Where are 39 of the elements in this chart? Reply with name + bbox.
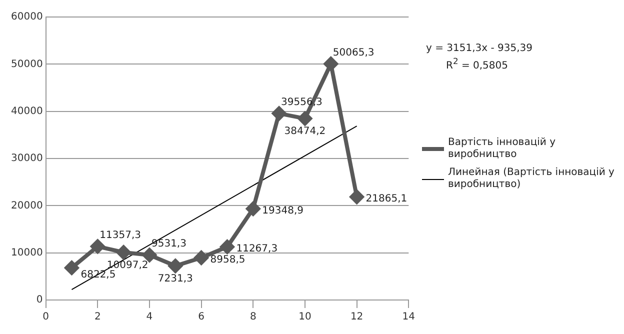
y-tick-label: 10000 xyxy=(11,247,43,258)
point xyxy=(142,248,156,262)
text: R$^{2}$ = 0,5805 xyxy=(445,55,509,72)
point xyxy=(194,250,208,265)
point xyxy=(168,258,182,273)
y-tick-label: 40000 xyxy=(11,106,43,117)
y-tick-label: 30000 xyxy=(11,153,43,164)
point xyxy=(350,190,364,204)
data-label: 11267,3 xyxy=(236,243,278,254)
point xyxy=(220,240,234,254)
y-tick-label: 50000 xyxy=(11,58,43,70)
x-tick-label: 12 xyxy=(350,312,364,323)
point xyxy=(298,112,312,126)
data-label: 38474,2 xyxy=(284,126,326,138)
point xyxy=(246,202,260,216)
data-label: 50065,3 xyxy=(332,47,374,58)
legend-label: Линейная (Вартість інновацій у виробництво) xyxy=(448,167,616,191)
point xyxy=(64,260,79,275)
x-tick-label: 4 xyxy=(146,312,153,323)
point xyxy=(324,56,338,71)
x-tick-label: 8 xyxy=(250,312,256,323)
x-tick-label: 6 xyxy=(198,312,204,323)
legend-label: Вартість інновацій у виробництво xyxy=(448,137,557,161)
y-tick-label: 0 xyxy=(36,294,43,306)
x-tick-label: 2 xyxy=(94,312,101,323)
y-tick-label: 20000 xyxy=(11,200,43,212)
x-tick-label: 10 xyxy=(298,312,312,323)
data-label: 7231,3 xyxy=(158,273,193,284)
data-label: 9531,3 xyxy=(151,238,186,250)
data-label: 21865,1 xyxy=(366,193,408,204)
data-label: 8958,5 xyxy=(210,254,246,266)
data-label: 11357,3 xyxy=(100,230,142,242)
point xyxy=(272,106,286,120)
data-label: 19348,9 xyxy=(262,205,304,216)
point xyxy=(90,239,105,254)
x-tick-label: 14 xyxy=(402,312,416,323)
y-tick-label: 60000 xyxy=(11,12,43,23)
point xyxy=(116,245,131,260)
text: y = 3151,3x - 935,39 xyxy=(426,42,533,55)
